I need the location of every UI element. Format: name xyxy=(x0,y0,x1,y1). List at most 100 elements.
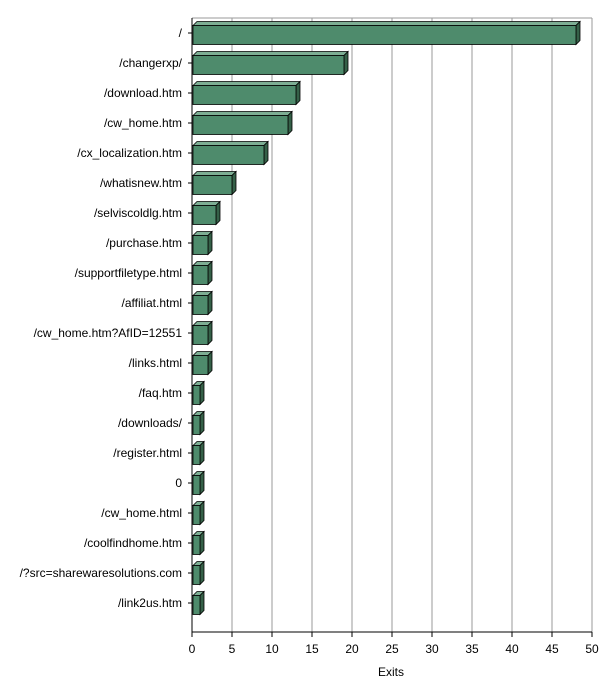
bar xyxy=(192,380,205,406)
bar-front-face xyxy=(192,415,201,435)
bar xyxy=(192,230,213,256)
bar-side-face xyxy=(343,50,349,76)
bar xyxy=(192,200,221,226)
bar-side-face xyxy=(199,440,205,466)
bar-side-face xyxy=(199,590,205,616)
bar-top-face xyxy=(192,111,293,116)
bar-top-face xyxy=(192,201,221,206)
bar-front-face xyxy=(192,265,209,285)
x-tick-label: 45 xyxy=(545,642,559,656)
bar xyxy=(192,260,213,286)
grid xyxy=(191,17,593,632)
bar-front-face xyxy=(192,565,201,585)
category-labels: / /changerxp/ /download.htm/cw_home.htm/cx… xyxy=(20,26,183,610)
bar-front-face xyxy=(192,175,233,195)
bar-front-face xyxy=(192,25,577,45)
bar-front-face xyxy=(192,235,209,255)
bar-top-face xyxy=(192,81,301,86)
category-label: /changerxp/ xyxy=(119,56,182,70)
bar-top-face xyxy=(192,51,349,56)
x-tick-label: 40 xyxy=(505,642,519,656)
x-tick-label: 20 xyxy=(345,642,359,656)
axes xyxy=(188,18,593,637)
bar xyxy=(192,590,205,616)
bar-side-face xyxy=(199,380,205,406)
bar xyxy=(192,320,213,346)
bar-side-face xyxy=(199,470,205,496)
bar xyxy=(192,110,293,136)
category-label: /supportfiletype.html xyxy=(75,266,182,280)
x-tick-label: 0 xyxy=(189,642,196,656)
bar xyxy=(192,50,349,76)
bar-front-face xyxy=(192,475,201,495)
x-tick-label: 35 xyxy=(465,642,479,656)
category-label: /link2us.htm xyxy=(118,596,182,610)
category-label: /faq.htm xyxy=(139,386,182,400)
bar-front-face xyxy=(192,115,289,135)
x-tick-label: 50 xyxy=(585,642,599,656)
bar-side-face xyxy=(263,140,269,166)
bar-top-face xyxy=(192,21,581,26)
x-tick-label: 10 xyxy=(265,642,279,656)
category-label: /purchase.htm xyxy=(106,236,182,250)
bar-side-face xyxy=(231,170,237,196)
bar-side-face xyxy=(295,80,301,106)
category-label: /register.html xyxy=(113,446,182,460)
category-label: /coolfindhome.htm xyxy=(84,536,182,550)
bar xyxy=(192,350,213,376)
bars xyxy=(192,20,581,616)
bar-side-face xyxy=(575,20,581,46)
bar xyxy=(192,140,269,166)
x-tick-labels: 0 5 10 15 20 25 30 35 40 45 50 xyxy=(189,642,599,656)
bar xyxy=(192,500,205,526)
x-tick-label: 30 xyxy=(425,642,439,656)
category-label: /cw_home.htm xyxy=(104,116,182,130)
bar-front-face xyxy=(192,295,209,315)
bar xyxy=(192,290,213,316)
bar-front-face xyxy=(192,145,265,165)
category-label: /cw_home.html xyxy=(101,506,182,520)
category-label: /?src=sharewaresolutions.com xyxy=(20,566,182,580)
x-tick-label: 5 xyxy=(229,642,236,656)
bar xyxy=(192,20,581,46)
bar-side-face xyxy=(207,260,213,286)
bar-top-face xyxy=(192,141,269,146)
bar xyxy=(192,440,205,466)
bar-side-face xyxy=(207,230,213,256)
bar xyxy=(192,80,301,106)
bar xyxy=(192,530,205,556)
category-label: 0 xyxy=(175,476,182,490)
bar-front-face xyxy=(192,205,217,225)
category-label: /cx_localization.htm xyxy=(77,146,182,160)
bar-side-face xyxy=(207,320,213,346)
category-label: /whatisnew.htm xyxy=(100,176,182,190)
bar-front-face xyxy=(192,535,201,555)
x-tick-label: 15 xyxy=(305,642,319,656)
bar-side-face xyxy=(199,560,205,586)
bar-top-face xyxy=(192,171,237,176)
bar-front-face xyxy=(192,325,209,345)
category-label: /links.html xyxy=(129,356,182,370)
bar-side-face xyxy=(199,530,205,556)
bar-front-face xyxy=(192,55,345,75)
category-label: /download.htm xyxy=(104,86,182,100)
bar-front-face xyxy=(192,445,201,465)
bar-side-face xyxy=(199,410,205,436)
bar-front-face xyxy=(192,385,201,405)
bar xyxy=(192,410,205,436)
bar-side-face xyxy=(199,500,205,526)
category-label: /downloads/ xyxy=(118,416,183,430)
bar-front-face xyxy=(192,355,209,375)
bar-front-face xyxy=(192,595,201,615)
bar-side-face xyxy=(207,290,213,316)
category-label: /affiliat.html xyxy=(122,296,182,310)
bar-side-face xyxy=(287,110,293,136)
bar-front-face xyxy=(192,505,201,525)
bar-side-face xyxy=(215,200,221,226)
bar xyxy=(192,560,205,586)
bar xyxy=(192,470,205,496)
bar-side-face xyxy=(207,350,213,376)
category-label: / xyxy=(179,26,183,40)
category-label: /cw_home.htm?AfID=12551 xyxy=(34,326,183,340)
